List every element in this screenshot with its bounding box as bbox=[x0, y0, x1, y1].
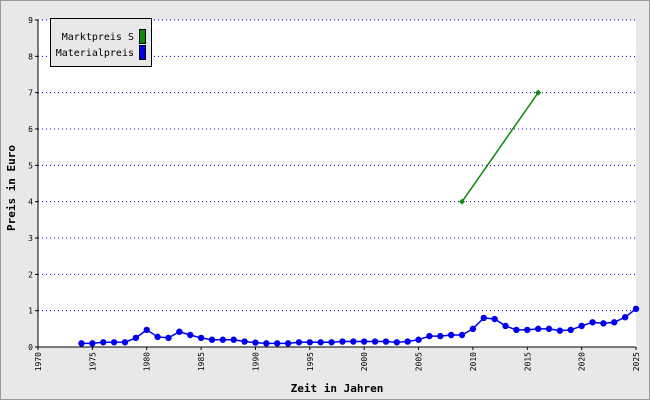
x-tick-label: 2020 bbox=[578, 352, 587, 371]
data-point bbox=[502, 322, 509, 330]
data-point bbox=[524, 326, 531, 334]
data-point bbox=[404, 338, 411, 345]
x-tick-label: 1990 bbox=[251, 352, 260, 371]
data-point bbox=[197, 334, 205, 342]
data-point bbox=[100, 339, 107, 346]
data-point bbox=[480, 314, 487, 322]
data-point bbox=[176, 328, 183, 335]
data-point bbox=[437, 332, 444, 340]
data-point bbox=[426, 332, 433, 340]
x-tick-label: 1980 bbox=[143, 352, 152, 371]
data-point bbox=[241, 338, 248, 345]
plot-area bbox=[38, 20, 636, 347]
data-point bbox=[143, 326, 150, 334]
y-tick-label: 9 bbox=[28, 16, 33, 25]
x-tick-label: 2010 bbox=[469, 352, 478, 371]
data-point bbox=[317, 339, 324, 346]
data-point bbox=[589, 319, 596, 326]
data-point bbox=[621, 314, 629, 321]
data-point bbox=[339, 338, 346, 345]
x-tick-label: 1975 bbox=[88, 352, 97, 371]
series-line bbox=[81, 308, 637, 345]
x-tick-label: 2025 bbox=[632, 352, 641, 371]
data-point bbox=[556, 327, 564, 334]
data-point bbox=[458, 331, 466, 339]
data-point bbox=[600, 320, 607, 327]
x-tick-label: 2005 bbox=[415, 352, 424, 371]
y-tick-label: 5 bbox=[28, 161, 33, 170]
legend: Marktpreis S Materialpreis bbox=[50, 18, 152, 67]
legend-box bbox=[50, 18, 152, 67]
y-tick-label: 2 bbox=[28, 270, 33, 279]
data-point bbox=[89, 340, 96, 347]
y-tick-label: 1 bbox=[28, 307, 33, 316]
data-point bbox=[491, 315, 498, 323]
y-tick-label: 8 bbox=[28, 52, 33, 61]
data-point bbox=[382, 338, 390, 345]
series-line bbox=[461, 92, 539, 203]
data-point bbox=[360, 338, 368, 345]
x-tick-label: 1995 bbox=[306, 352, 315, 371]
x-tick-label: 1985 bbox=[197, 352, 206, 371]
data-point bbox=[447, 331, 455, 339]
x-tick-label: 2000 bbox=[360, 352, 369, 371]
data-point bbox=[306, 339, 314, 346]
data-point bbox=[535, 89, 542, 96]
y-axis-label: Preis in Euro bbox=[5, 145, 18, 231]
data-point bbox=[230, 336, 237, 343]
data-point bbox=[284, 340, 292, 347]
data-point bbox=[263, 340, 270, 347]
data-point bbox=[513, 326, 520, 334]
data-point bbox=[187, 331, 194, 339]
x-axis-label: Zeit in Jahren bbox=[291, 382, 384, 395]
data-point bbox=[274, 340, 281, 347]
legend-swatch bbox=[139, 45, 146, 60]
legend-label: Materialpreis bbox=[56, 48, 134, 59]
data-point bbox=[165, 334, 172, 342]
y-tick-label: 4 bbox=[28, 198, 33, 207]
legend-label: Marktpreis S bbox=[62, 32, 134, 43]
data-point bbox=[611, 319, 618, 326]
data-point bbox=[208, 336, 216, 343]
data-point bbox=[459, 198, 466, 205]
data-point bbox=[328, 339, 335, 346]
data-point bbox=[545, 325, 553, 333]
data-point bbox=[534, 325, 542, 333]
data-point bbox=[415, 336, 422, 343]
data-point bbox=[78, 340, 85, 347]
y-tick-label: 6 bbox=[28, 125, 33, 134]
x-tick-label: 2015 bbox=[523, 352, 532, 371]
data-point bbox=[371, 338, 379, 345]
data-point bbox=[578, 322, 585, 330]
data-point bbox=[132, 334, 140, 342]
y-tick-label: 3 bbox=[28, 234, 33, 243]
data-point bbox=[252, 339, 259, 346]
y-tick-label: 7 bbox=[28, 89, 33, 98]
data-point bbox=[350, 338, 357, 345]
data-point bbox=[154, 333, 161, 341]
data-point bbox=[393, 339, 400, 346]
data-point bbox=[295, 339, 303, 346]
y-tick-label: 0 bbox=[28, 343, 33, 352]
data-point bbox=[469, 325, 477, 333]
data-point bbox=[632, 305, 640, 313]
x-tick-label: 1970 bbox=[34, 352, 43, 371]
data-point bbox=[110, 339, 118, 346]
legend-swatch bbox=[139, 29, 146, 44]
data-point bbox=[219, 336, 227, 343]
data-point bbox=[121, 339, 129, 346]
data-point bbox=[567, 326, 574, 334]
